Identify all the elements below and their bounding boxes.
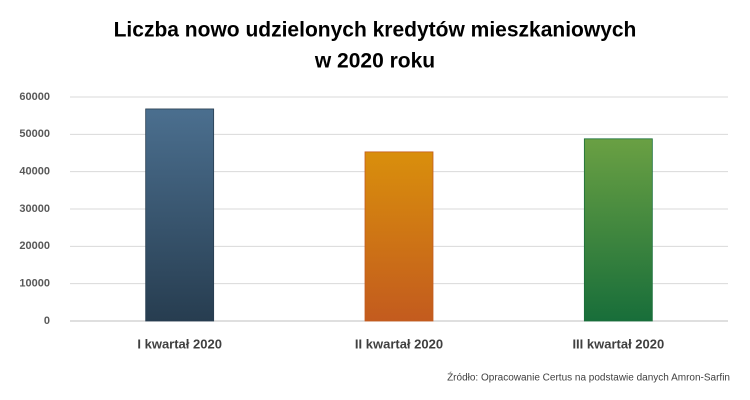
bar — [583, 138, 653, 322]
y-tick-label: 40000 — [19, 166, 50, 178]
y-tick-label: 30000 — [19, 203, 50, 215]
chart-title: w 2020 roku — [314, 50, 435, 73]
chart-title: Liczba nowo udzielonych kredytów mieszka… — [114, 19, 637, 42]
y-tick-label: 0 — [44, 315, 50, 327]
y-tick-label: 20000 — [19, 240, 50, 252]
source-note: Źródło: Opracowanie Certus na podstawie … — [447, 371, 730, 384]
bar — [364, 151, 434, 322]
y-tick-label: 60000 — [19, 91, 50, 103]
x-tick-label: I kwartał 2020 — [137, 336, 222, 351]
y-tick-label: 50000 — [19, 128, 50, 140]
y-tick-label: 10000 — [19, 278, 50, 290]
bar — [145, 108, 215, 322]
x-tick-label: II kwartał 2020 — [355, 336, 443, 351]
x-tick-label: III kwartał 2020 — [572, 336, 664, 351]
